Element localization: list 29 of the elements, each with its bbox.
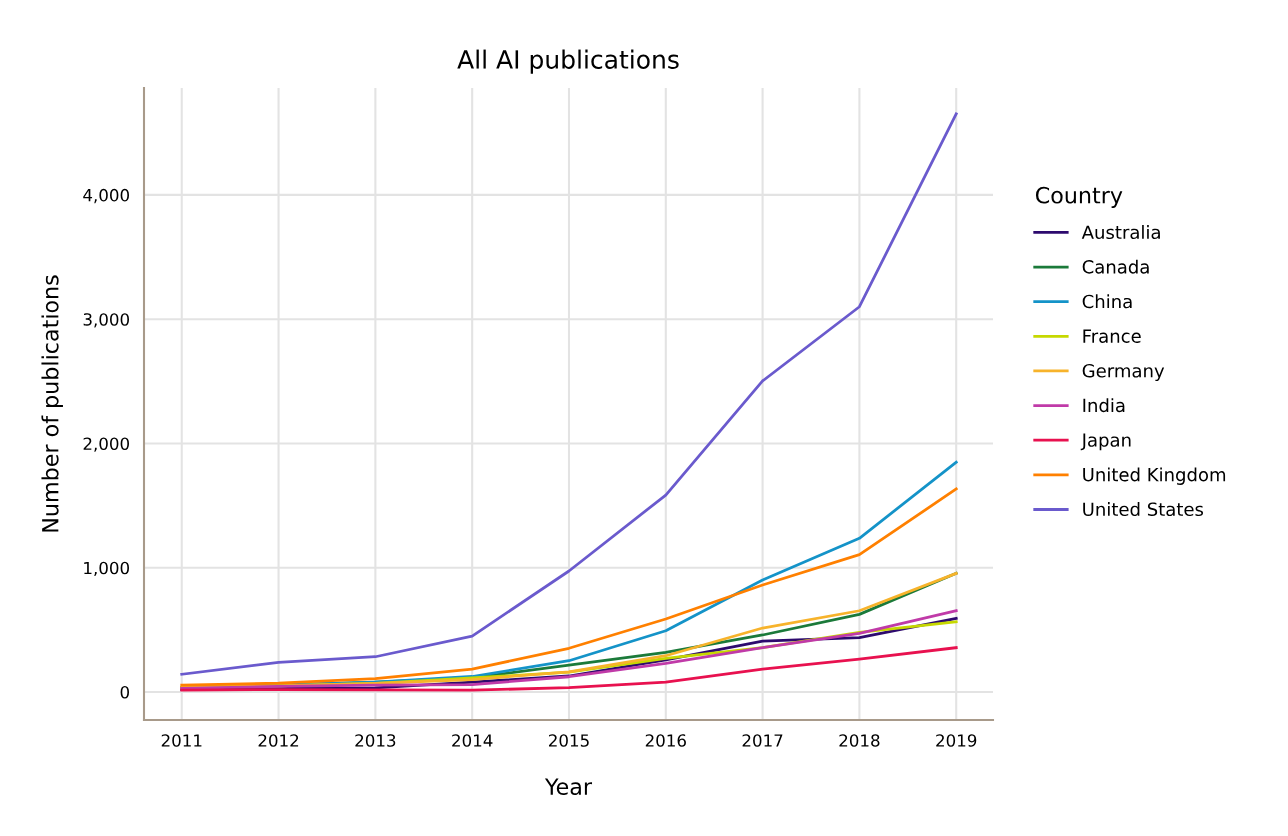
x-tick-label: 2019 <box>936 734 977 747</box>
x-tick-label: 2011 <box>161 734 202 747</box>
x-tick-label: 2018 <box>839 734 880 747</box>
x-tick-label: 2017 <box>742 734 783 747</box>
y-axis-title: Number of publications <box>41 275 63 532</box>
legend-label: Germany <box>1082 363 1165 382</box>
x-tick-label: 2014 <box>452 734 493 747</box>
x-tick-label: 2012 <box>258 734 299 747</box>
y-tick-label: 1,000 <box>84 561 129 577</box>
legend-label: Canada <box>1082 259 1149 274</box>
x-tick-label: 2013 <box>355 734 396 747</box>
line-series <box>180 646 958 692</box>
legend-label: Japan <box>1080 433 1131 451</box>
legend-label: India <box>1083 398 1125 413</box>
legend-label: Australia <box>1081 225 1160 240</box>
legend-label: China <box>1082 294 1132 309</box>
y-tick-label: 4,000 <box>83 188 129 204</box>
legend-label: United States <box>1083 502 1204 517</box>
line-series <box>180 112 958 676</box>
y-tick-label: 2,000 <box>83 437 129 452</box>
chart-title: All AI publications <box>457 49 679 74</box>
x-tick-label: 2015 <box>549 734 589 747</box>
x-tick-label: 2016 <box>645 734 686 747</box>
legend-title: Country <box>1035 186 1123 208</box>
legend-label: France <box>1083 329 1141 343</box>
x-axis-title: Year <box>544 778 593 795</box>
y-tick-label: 0 <box>120 686 129 699</box>
legend-label: United Kingdom <box>1083 467 1226 485</box>
y-tick-label: 3,000 <box>83 313 129 328</box>
